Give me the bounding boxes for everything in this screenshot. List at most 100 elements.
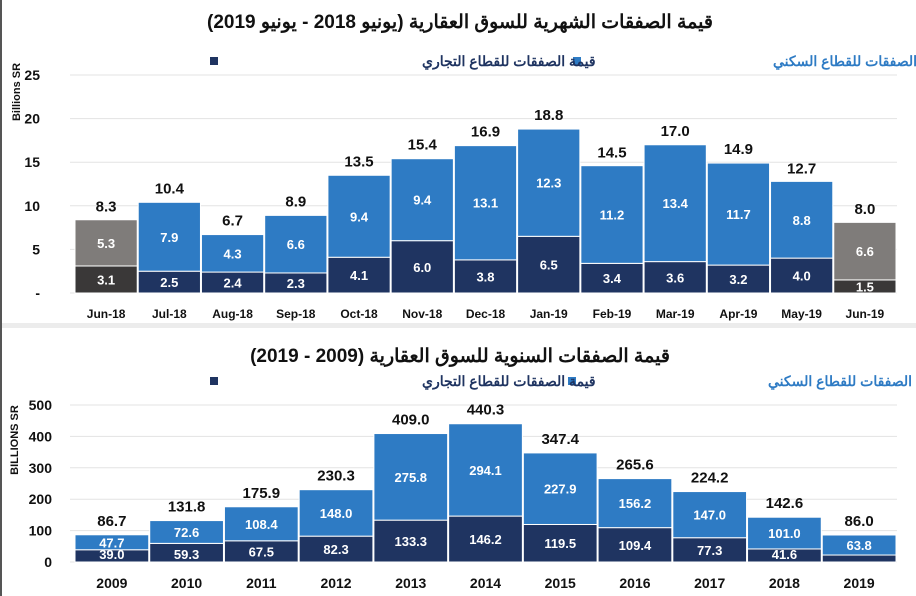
x-tick-label: Jul-18 <box>152 307 187 321</box>
bar-value-label: 148.0 <box>320 506 353 521</box>
bar-total-label: 409.0 <box>392 412 430 429</box>
x-tick-label: Dec-18 <box>466 307 506 321</box>
bar-total-label: 131.8 <box>168 499 206 516</box>
x-tick-label: Feb-19 <box>593 307 632 321</box>
y-tick-label: 200 <box>29 491 53 507</box>
bar-total-label: 8.0 <box>854 201 875 218</box>
bar-value-label: 67.5 <box>249 544 274 559</box>
bar-segment-residential <box>643 144 707 263</box>
y-tick-label: 400 <box>29 428 53 444</box>
bar-segment-commercial <box>821 554 897 563</box>
legend-swatch-commercial <box>210 57 218 65</box>
bar-value-label: 1.5 <box>856 279 874 294</box>
bar-total-label: 175.9 <box>243 485 281 502</box>
bar-value-label: 3.2 <box>729 272 747 287</box>
bar-value-label: 6.6 <box>287 237 305 252</box>
bar-segment-residential <box>747 516 822 550</box>
bar-total-label: 347.4 <box>541 431 579 448</box>
bar-segment-residential <box>706 162 771 266</box>
bar-value-label: 146.2 <box>469 532 502 547</box>
legend-swatch-commercial <box>210 377 218 385</box>
bar-value-label: 275.8 <box>394 470 427 485</box>
bar-value-label: 227.9 <box>544 482 577 497</box>
bar-value-label: 3.6 <box>666 270 684 285</box>
bar-value-label: 2.4 <box>224 276 243 291</box>
bar-segment-residential <box>580 165 644 264</box>
x-tick-label: Sep-18 <box>276 307 316 321</box>
legend-swatch-residential <box>568 377 576 385</box>
bar-total-label: 12.7 <box>787 160 816 177</box>
bar-total-label: 440.3 <box>467 402 505 419</box>
x-tick-label: Aug-18 <box>212 307 253 321</box>
bar-value-label: 108.4 <box>245 517 278 532</box>
y-tick-label: 10 <box>24 198 40 214</box>
x-tick-label: Jun-18 <box>87 307 126 321</box>
bar-segment-commercial <box>453 259 518 294</box>
y-tick-label: 20 <box>24 111 40 127</box>
bar-segment-residential <box>390 158 454 242</box>
bar-value-label: 4.1 <box>350 268 368 283</box>
bar-value-label: 2.3 <box>287 276 305 291</box>
bar-segment-commercial <box>580 262 644 294</box>
bar-segment-residential <box>448 423 523 517</box>
bar-value-label: 3.8 <box>476 269 494 284</box>
y-tick-label: 5 <box>32 241 40 257</box>
bar-value-label: 82.3 <box>323 542 348 557</box>
bar-segment-residential <box>833 221 897 281</box>
bar-value-label: 5.3 <box>97 236 115 251</box>
x-tick-label: 2018 <box>769 575 800 591</box>
x-tick-label: 2014 <box>470 575 501 591</box>
bar-total-label: 15.4 <box>408 137 438 154</box>
bar-value-label: 4.3 <box>224 246 242 261</box>
bar-total-label: 14.9 <box>724 141 753 158</box>
bar-total-label: 265.6 <box>616 457 654 474</box>
bar-value-label: 156.2 <box>619 496 652 511</box>
bar-value-label: 133.3 <box>394 534 427 549</box>
y-tick-label: 15 <box>24 154 40 170</box>
bar-segment-residential <box>137 201 201 272</box>
bar-value-label: 9.4 <box>413 193 432 208</box>
x-tick-label: Oct-18 <box>340 307 378 321</box>
bar-segment-residential <box>770 180 834 259</box>
bar-value-label: 6.0 <box>413 260 431 275</box>
bar-value-label: 294.1 <box>469 463 502 478</box>
bar-total-label: 10.4 <box>155 180 185 197</box>
chart-separator <box>2 323 916 328</box>
bar-value-label: 11.2 <box>600 208 625 223</box>
bar-value-label: 11.7 <box>726 207 751 222</box>
bar-value-label: 77.3 <box>697 543 722 558</box>
x-tick-label: Jan-19 <box>530 307 568 321</box>
bar-segment-residential <box>264 214 328 274</box>
x-tick-label: 2016 <box>619 575 650 591</box>
bar-value-label: 119.5 <box>544 536 576 551</box>
y-tick-label: - <box>35 285 40 301</box>
legend-label-residential: قيمة الصفقات للقطاع السكني <box>773 53 916 70</box>
bar-total-label: 6.7 <box>222 213 243 230</box>
bar-value-label: 41.6 <box>772 547 797 562</box>
y-tick-label: 0 <box>44 554 52 570</box>
chart-title: قيمة الصفقات السنوية للسوق العقارية (200… <box>250 346 670 367</box>
x-tick-label: May-19 <box>781 307 822 321</box>
bar-value-label: 6.5 <box>540 258 558 273</box>
bar-value-label: 72.6 <box>174 525 199 540</box>
legend-swatch-residential <box>573 57 581 65</box>
bar-segment-residential <box>149 520 224 544</box>
bar-segment-commercial <box>448 515 523 563</box>
y-tick-label: 300 <box>29 460 53 476</box>
y-axis-label: Billions SR <box>11 63 23 121</box>
bar-total-label: 8.9 <box>285 193 306 210</box>
bar-value-label: 47.7 <box>99 535 124 550</box>
x-tick-label: 2015 <box>545 575 576 591</box>
bar-segment-residential <box>597 478 673 529</box>
bar-value-label: 22.2 <box>897 547 916 562</box>
bar-segment-commercial <box>390 240 454 294</box>
bar-segment-residential <box>821 534 897 556</box>
bar-value-label: 63.8 <box>846 538 871 553</box>
x-tick-label: Nov-18 <box>402 307 442 321</box>
bar-segment-commercial <box>597 527 673 563</box>
y-tick-label: 100 <box>29 523 53 539</box>
x-tick-label: 2010 <box>171 575 202 591</box>
x-tick-label: 2009 <box>96 575 127 591</box>
